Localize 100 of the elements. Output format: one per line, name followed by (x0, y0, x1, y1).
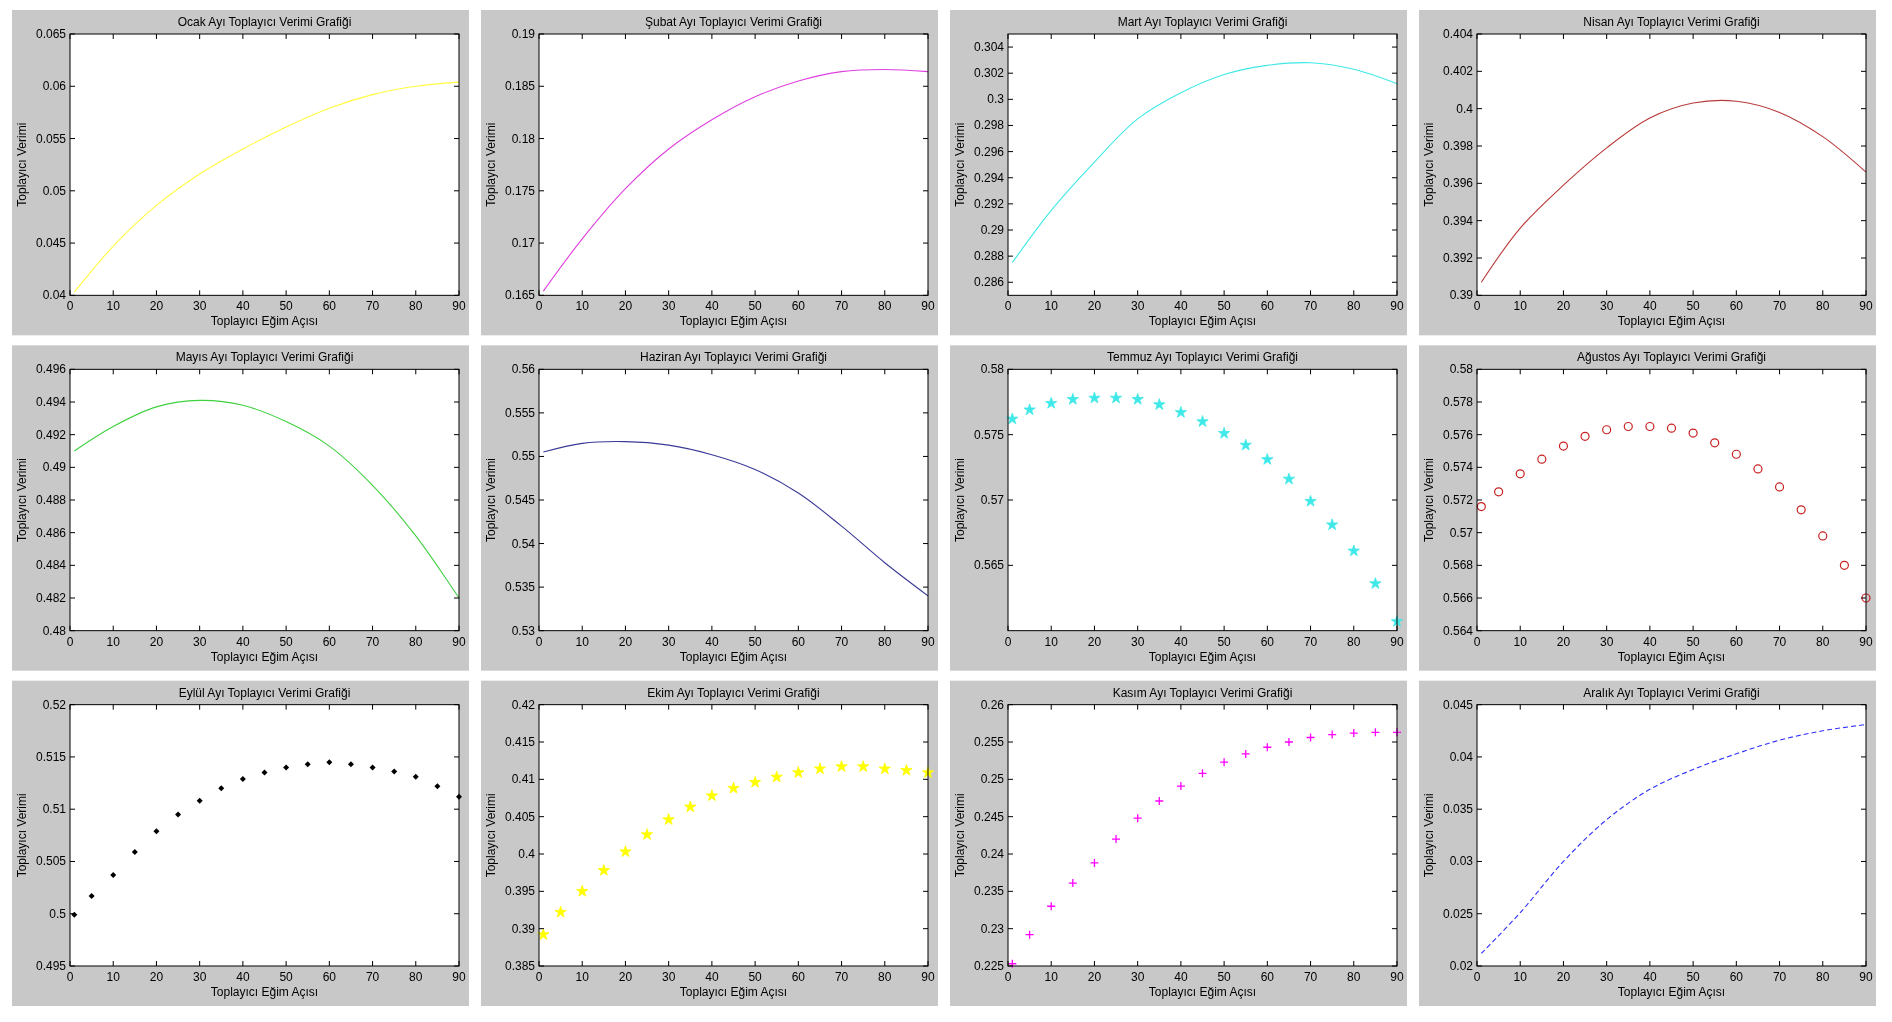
x-tick-label: 40 (1174, 634, 1188, 649)
x-tick-label: 10 (575, 299, 590, 314)
x-tick-label: 70 (1303, 970, 1318, 984)
x-tick-label: 10 (1513, 299, 1528, 314)
y-tick-label: 0.04 (1449, 749, 1474, 764)
y-tick-label: 0.54 (511, 536, 536, 551)
y-tick-label: 0.24 (980, 847, 1005, 861)
y-tick-label: 0.484 (35, 558, 67, 573)
x-tick-label: 80 (878, 970, 892, 984)
x-tick-label: 10 (1044, 634, 1059, 649)
x-tick-label: 90 (921, 970, 935, 984)
y-axis-title: Toplayıcı Verimi (953, 122, 967, 207)
x-tick-label: 90 (1859, 634, 1873, 649)
y-tick-label: 0.298 (973, 118, 1005, 133)
y-tick-label: 0.25 (980, 772, 1005, 787)
point (921, 766, 935, 778)
y-tick-label: 0.392 (1442, 251, 1474, 265)
point (878, 762, 891, 775)
x-tick-label: 0 (1004, 634, 1012, 649)
x-tick-label: 30 (192, 970, 207, 984)
x-tick-label: 50 (1217, 970, 1232, 984)
x-axis-title: Toplayıcı Eğim Açısı (210, 649, 319, 664)
y-tick-label: 0.555 (504, 405, 536, 420)
point (640, 828, 654, 840)
x-tick-label: 60 (791, 634, 806, 649)
x-tick-label: 50 (279, 970, 294, 984)
point (304, 761, 311, 768)
y-tick-label: 0.566 (1442, 591, 1474, 605)
line-series (1480, 723, 1867, 955)
y-tick-label: 0.045 (35, 236, 67, 251)
y-tick-label: 0.055 (35, 131, 67, 146)
y-tick-label: 0.05 (42, 183, 67, 198)
chart-title: Ocak Ayı Toplayıcı Verimi Grafiği (177, 15, 352, 29)
chart-title: Kasım Ayı Toplayıcı Verimi Grafiği (1112, 685, 1293, 700)
x-tick-label: 40 (1174, 970, 1188, 984)
y-tick-label: 0.045 (1442, 697, 1474, 712)
x-tick-label: 0 (1004, 299, 1012, 314)
point (1558, 441, 1569, 451)
x-axis-title: Toplayıcı Eğim Açısı (210, 985, 319, 999)
x-tick-label: 10 (575, 970, 590, 984)
y-tick-label: 0.255 (973, 735, 1005, 749)
point (261, 769, 268, 776)
y-tick-label: 0.396 (1442, 176, 1474, 191)
x-tick-label: 90 (1859, 970, 1873, 984)
x-tick-label: 10 (1513, 970, 1528, 984)
x-tick-label: 30 (1130, 299, 1145, 314)
x-tick-label: 0 (1473, 299, 1481, 314)
x-tick-label: 60 (322, 299, 337, 314)
y-axis-title: Toplayıcı Verimi (953, 457, 967, 543)
y-axis-title: Toplayıcı Verimi (953, 793, 967, 878)
point (537, 928, 550, 940)
point (1666, 423, 1677, 433)
point (705, 789, 718, 801)
x-tick-label: 70 (834, 970, 849, 984)
point (1196, 415, 1209, 427)
point (347, 761, 354, 768)
y-tick-label: 0.494 (35, 395, 67, 409)
point (1347, 544, 1360, 557)
point (835, 760, 848, 772)
y-tick-label: 0.065 (35, 27, 67, 41)
point (1089, 858, 1100, 868)
y-tick-label: 0.5 (49, 906, 67, 921)
point (1304, 494, 1317, 507)
y-tick-label: 0.52 (42, 697, 67, 712)
point (1537, 454, 1547, 464)
point (1006, 412, 1019, 425)
point (597, 864, 610, 876)
x-tick-label: 0 (1473, 634, 1481, 649)
x-tick-label: 0 (66, 970, 74, 984)
x-tick-label: 70 (1772, 299, 1787, 314)
x-tick-label: 10 (575, 634, 590, 649)
point (1045, 396, 1058, 409)
x-tick-label: 40 (236, 970, 250, 984)
x-tick-label: 90 (452, 299, 466, 314)
y-axis-title: Toplayıcı Verimi (1422, 122, 1436, 207)
x-tick-label: 50 (1217, 299, 1232, 314)
y-tick-label: 0.18 (511, 131, 536, 146)
line-series (73, 399, 460, 599)
x-tick-label: 10 (106, 299, 121, 314)
y-tick-label: 0.286 (973, 275, 1005, 290)
x-tick-label: 40 (1643, 634, 1657, 649)
point (1369, 577, 1382, 589)
x-axis-title: Toplayıcı Eğim Açısı (1148, 985, 1257, 999)
point (1174, 406, 1187, 418)
x-axis-title: Toplayıcı Eğim Açısı (210, 314, 319, 329)
x-tick-label: 40 (1643, 970, 1657, 984)
y-tick-label: 0.3 (987, 92, 1005, 107)
x-axis-title: Toplayıcı Eğim Açısı (679, 649, 788, 664)
chart-title: Haziran Ayı Toplayıcı Verimi Grafiği (640, 350, 827, 365)
point (1494, 487, 1504, 497)
x-tick-label: 30 (1599, 634, 1614, 649)
x-tick-label: 70 (1772, 970, 1787, 984)
line-series (542, 68, 929, 292)
point (813, 762, 827, 775)
x-tick-label: 30 (192, 634, 207, 649)
x-tick-label: 40 (705, 634, 719, 649)
x-tick-label: 40 (705, 299, 719, 314)
x-tick-label: 20 (1556, 634, 1571, 649)
x-tick-label: 60 (1260, 634, 1275, 649)
point (619, 845, 632, 857)
